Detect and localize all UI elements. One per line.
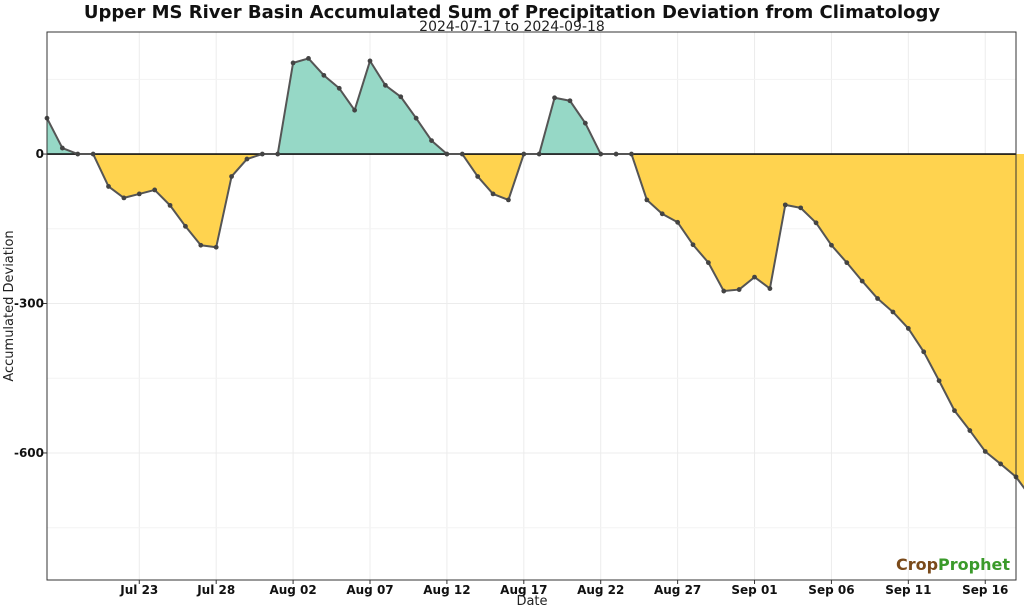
data-points [44, 56, 1019, 480]
data-point-19 [336, 85, 342, 91]
data-point-60 [967, 428, 973, 433]
data-point-2 [75, 151, 81, 157]
data-point-6 [136, 191, 142, 197]
data-point-43 [705, 260, 711, 266]
positive-area-2 [277, 58, 447, 155]
data-point-45 [736, 287, 742, 292]
x-axis-label: Date [516, 594, 547, 609]
data-point-53 [859, 278, 865, 284]
x-tick-label-11: Sep 16 [962, 583, 1008, 597]
positive-area-4 [539, 97, 601, 155]
x-tick-label-6: Aug 22 [577, 583, 624, 597]
data-point-12 [229, 174, 234, 179]
data-point-44 [721, 288, 727, 294]
negative-area-3 [462, 154, 524, 200]
x-tick-label-4: Aug 12 [423, 583, 470, 597]
data-point-10 [198, 242, 204, 248]
data-point-57 [921, 349, 927, 355]
x-tick-label-8: Sep 01 [731, 583, 777, 597]
data-point-1 [59, 145, 65, 151]
data-point-36 [598, 151, 604, 157]
y-tick-label-1: -300 [14, 297, 44, 311]
data-point-40 [659, 211, 665, 217]
data-point-55 [890, 309, 896, 315]
x-tick-label-0: Jul 23 [119, 583, 158, 597]
grid [47, 32, 1016, 580]
data-point-18 [321, 72, 327, 78]
data-point-15 [275, 151, 281, 157]
negative-area-1 [93, 154, 263, 248]
data-point-7 [152, 187, 158, 193]
data-point-13 [244, 156, 250, 162]
x-tick-label-9: Sep 06 [808, 583, 854, 597]
x-tick-label-1: Jul 28 [196, 583, 235, 597]
data-point-23 [398, 94, 404, 100]
logo-text-prophet: Prophet [938, 555, 1010, 574]
data-point-11 [213, 244, 219, 250]
data-point-3 [90, 151, 96, 157]
data-point-38 [629, 151, 634, 157]
y-ticks: 0 -300 -600 [14, 147, 47, 460]
plot-frame [46, 31, 1017, 581]
data-point-14 [259, 151, 265, 157]
data-point-56 [905, 326, 911, 331]
data-point-16 [290, 60, 296, 66]
data-point-21 [367, 58, 373, 64]
data-point-5 [121, 195, 127, 201]
data-point-59 [952, 408, 957, 414]
data-point-58 [936, 378, 942, 384]
positive-area-0 [47, 118, 78, 155]
cropprophet-logo: CropProphet [896, 555, 1010, 574]
data-point-52 [844, 260, 850, 266]
data-point-24 [413, 115, 419, 121]
data-point-41 [675, 219, 681, 225]
chart-title: Upper MS River Basin Accumulated Sum of … [83, 2, 941, 23]
y-tick-label-0: 0 [36, 147, 44, 161]
data-point-27 [459, 151, 465, 157]
x-ticks: Jul 23 Jul 28 Aug 02 Aug 07 Aug 12 Aug 17 Aug … [119, 580, 1008, 597]
data-point-34 [567, 98, 573, 104]
data-point-29 [490, 191, 496, 197]
data-point-22 [382, 82, 388, 88]
x-tick-label-5: Aug 17 [500, 583, 547, 597]
logo-text-crop: Crop [895, 555, 939, 574]
x-tick-label-3: Aug 07 [346, 583, 393, 597]
x-tick-label-2: Aug 02 [269, 583, 316, 597]
data-point-47 [767, 286, 773, 291]
data-point-32 [536, 151, 542, 157]
data-point-20 [352, 107, 358, 113]
data-point-46 [752, 274, 757, 280]
data-point-42 [690, 242, 696, 248]
data-point-8 [167, 202, 173, 208]
area-fills [47, 58, 1024, 488]
y-axis-label: Accumulated Deviation [2, 230, 17, 381]
data-point-26 [444, 151, 450, 157]
data-point-28 [475, 174, 481, 179]
data-point-25 [429, 138, 434, 144]
data-point-48 [782, 202, 788, 208]
data-point-61 [982, 449, 988, 454]
data-point-62 [998, 461, 1004, 467]
negative-area-5 [631, 154, 1024, 488]
chart-subtitle: 2024-07-17 to 2024-09-18 [419, 19, 605, 35]
data-point-17 [306, 56, 311, 61]
data-point-35 [582, 120, 588, 126]
series-path [46, 57, 1024, 490]
data-point-37 [613, 151, 619, 157]
data-point-9 [183, 223, 188, 229]
data-point-49 [798, 205, 804, 211]
data-point-50 [813, 220, 819, 226]
x-tick-label-10: Sep 11 [885, 583, 931, 597]
x-tick-label-7: Aug 27 [654, 583, 701, 597]
data-point-51 [829, 242, 834, 248]
series-line [46, 57, 1024, 490]
data-point-33 [552, 95, 557, 101]
y-tick-label-2: -600 [14, 446, 44, 460]
data-point-54 [875, 296, 880, 301]
data-point-30 [506, 197, 511, 203]
data-point-39 [644, 197, 650, 203]
data-point-4 [106, 184, 111, 189]
data-point-31 [521, 151, 527, 157]
